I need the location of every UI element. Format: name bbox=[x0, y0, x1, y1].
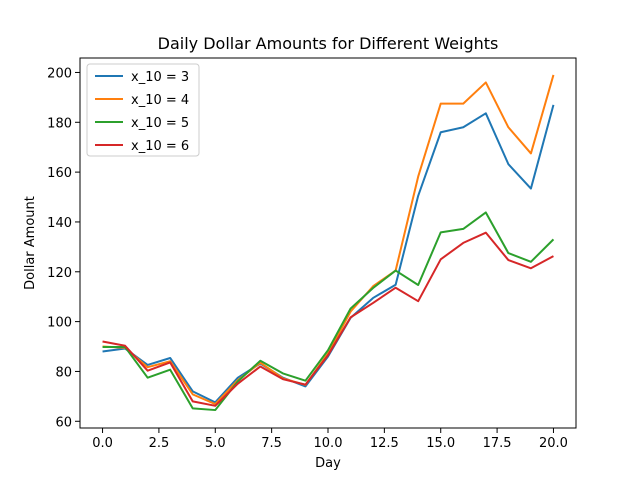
y-tick-label: 160 bbox=[47, 166, 72, 181]
x-tick-label: 17.5 bbox=[483, 436, 512, 451]
y-tick-label: 180 bbox=[47, 116, 72, 131]
series-line-4 bbox=[102, 231, 554, 407]
legend-label: x_10 = 6 bbox=[131, 139, 189, 154]
y-tick-label: 120 bbox=[47, 266, 72, 281]
x-axis: 0.0 2.5 5.0 7.5 10.0 12.5 15.0 17.5 20.0 bbox=[92, 428, 568, 451]
y-tick-label: 200 bbox=[47, 66, 72, 81]
x-tick-label: 5.0 bbox=[205, 436, 226, 451]
y-tick-label: 140 bbox=[47, 216, 72, 231]
series-line-3 bbox=[102, 211, 555, 412]
x-tick-label: 2.5 bbox=[149, 436, 170, 451]
x-tick-label: 12.5 bbox=[370, 436, 399, 451]
x-axis-label: Day bbox=[315, 456, 341, 471]
chart-title: Daily Dollar Amounts for Different Weigh… bbox=[158, 34, 499, 53]
x-tick-label: 7.5 bbox=[261, 436, 282, 451]
legend: x_10 = 3 x_10 = 4 x_10 = 5 x_10 = 6 bbox=[86, 63, 200, 157]
x-tick-label: 20.0 bbox=[539, 436, 568, 451]
legend-label: x_10 = 4 bbox=[131, 93, 189, 108]
legend-box bbox=[86, 63, 200, 157]
series-lines bbox=[102, 74, 555, 412]
y-tick-label: 100 bbox=[47, 316, 72, 331]
y-axis-label: Dollar Amount bbox=[23, 196, 38, 290]
y-tick-label: 80 bbox=[55, 365, 72, 380]
x-tick-label: 0.0 bbox=[92, 436, 113, 451]
legend-label: x_10 = 3 bbox=[131, 70, 189, 85]
x-tick-label: 10.0 bbox=[314, 436, 343, 451]
y-tick-label: 60 bbox=[55, 415, 72, 430]
y-axis: 60 80 100 120 140 160 180 200 bbox=[47, 66, 80, 430]
x-tick-label: 15.0 bbox=[426, 436, 455, 451]
legend-label: x_10 = 5 bbox=[131, 116, 189, 131]
